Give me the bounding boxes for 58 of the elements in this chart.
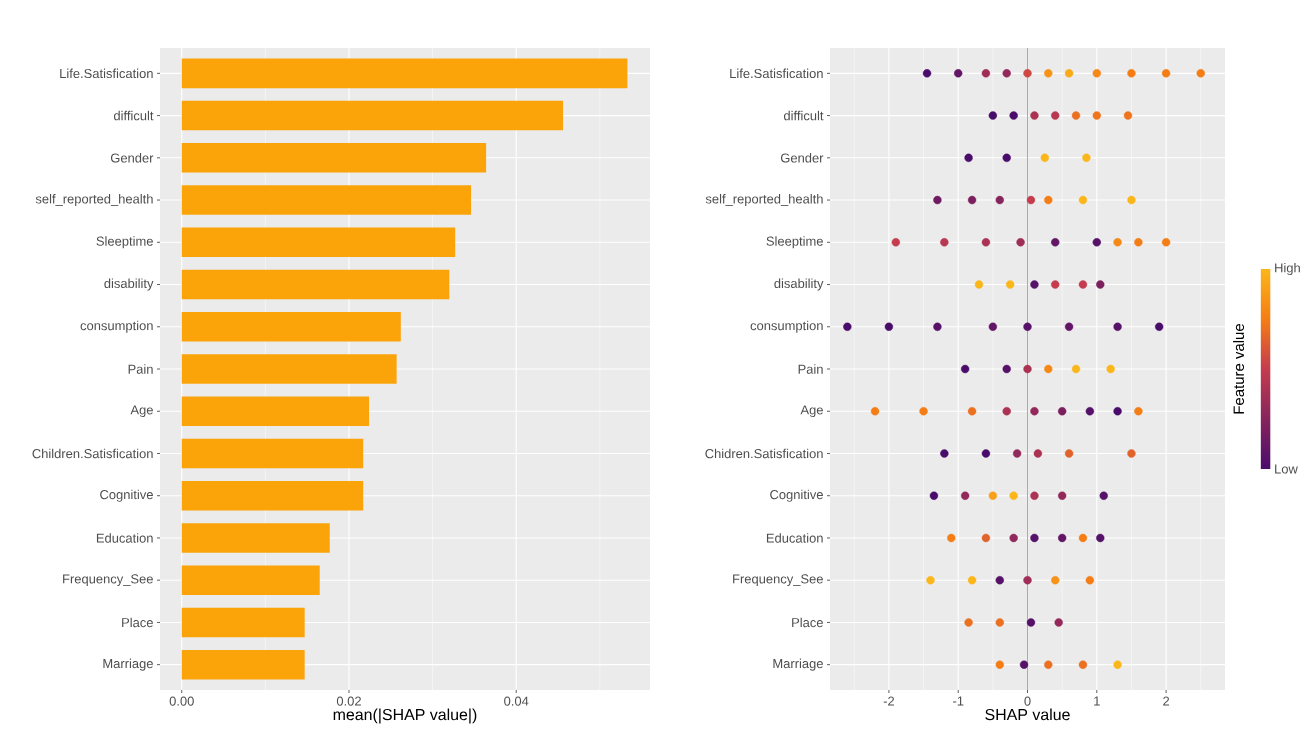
y-tick-label: Pain — [798, 364, 823, 374]
y-tick-label: Gender — [780, 153, 824, 163]
y-tick-label: difficult — [113, 110, 154, 121]
y-tick-label: disability — [104, 278, 154, 291]
y-tick-label: Chidren.Satisfication — [705, 448, 823, 459]
bar — [181, 354, 397, 384]
y-tick-label: Frequency_See — [733, 574, 823, 587]
y-tick-label: Pain — [128, 364, 153, 374]
color-bar-label: Low — [1275, 464, 1298, 474]
bar — [181, 143, 487, 173]
bar — [181, 269, 450, 300]
y-tick-label: Marriage — [773, 658, 823, 671]
x-axis-title: mean(|SHAP value|) — [333, 708, 477, 724]
x-axis-title: SHAP value — [985, 708, 1070, 721]
y-tick-label: Cognitive — [770, 489, 823, 502]
bar — [181, 311, 401, 342]
x-tick-label: -2 — [883, 696, 895, 706]
y-tick-label: Age — [130, 405, 153, 418]
y-tick-label: Age — [800, 405, 823, 418]
bar — [181, 58, 628, 89]
x-tick-label: 1 — [1094, 696, 1100, 706]
bar — [181, 649, 305, 680]
y-tick-label: disability — [774, 278, 824, 291]
y-tick-label: Education — [766, 533, 823, 543]
y-tick-label: self_reported_health — [705, 194, 823, 207]
y-tick-label: Life.Satisfication — [60, 68, 153, 79]
y-tick-label: Life.Satisfication — [730, 68, 823, 79]
x-tick-label: 0 — [1024, 696, 1031, 706]
y-tick-label: difficult — [783, 110, 824, 121]
bar — [181, 607, 305, 638]
y-tick-label: Sleeptime — [96, 236, 153, 249]
y-tick-label: consumption — [750, 320, 823, 333]
y-tick-label: Place — [792, 617, 823, 628]
color-bar-title: Feature value — [1233, 324, 1245, 414]
bar — [181, 565, 320, 595]
x-tick-label: 0.04 — [504, 696, 529, 706]
y-tick-label: Frequency_See — [63, 574, 153, 587]
y-tick-label: Gender — [110, 153, 154, 163]
y-tick-label: Marriage — [103, 658, 153, 671]
x-tick-label: 2 — [1163, 696, 1170, 706]
y-tick-label: Children.Satisfication — [32, 448, 153, 459]
bar — [181, 185, 472, 215]
color-bar-label: High — [1275, 262, 1300, 276]
y-tick-label: self_reported_health — [35, 194, 153, 207]
x-tick-label: 0.00 — [169, 696, 194, 706]
y-tick-label: Cognitive — [100, 489, 153, 502]
y-tick-label: consumption — [80, 320, 153, 333]
y-tick-label: Sleeptime — [766, 236, 823, 249]
x-tick-label: 0.02 — [336, 696, 361, 706]
bar — [181, 100, 564, 131]
bar — [181, 438, 364, 469]
bar — [181, 523, 330, 553]
bar — [181, 480, 364, 511]
x-tick-label: -1 — [953, 696, 964, 706]
bar — [181, 396, 370, 427]
y-tick-label: Place — [122, 617, 153, 628]
bar — [181, 227, 456, 258]
y-tick-label: Education — [96, 533, 153, 543]
